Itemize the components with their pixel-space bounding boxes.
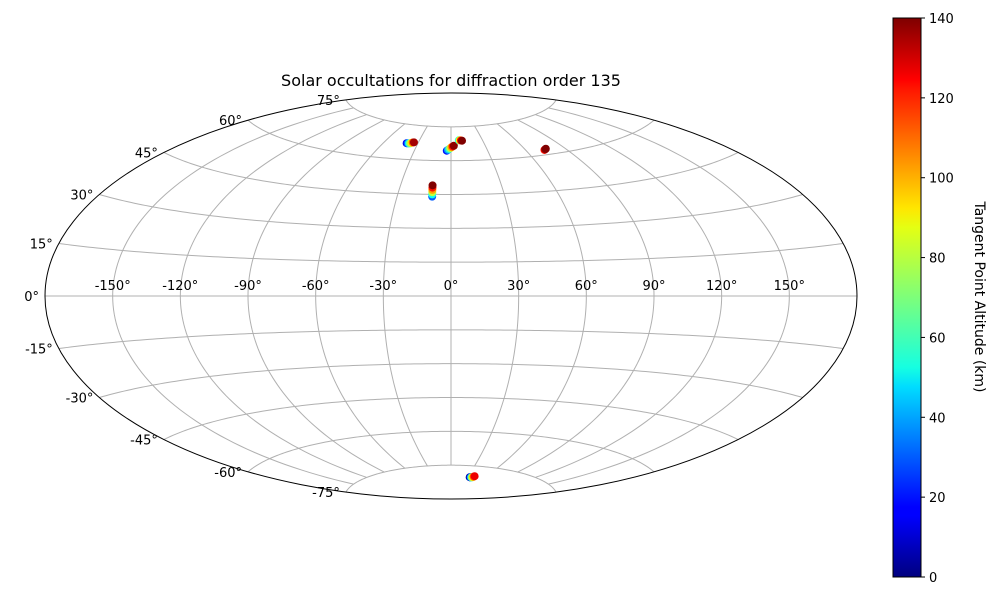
- grid-meridian: [496, 123, 587, 469]
- x-tick-label: 60°: [575, 279, 598, 294]
- grid-parallel: [345, 464, 557, 493]
- grid-meridian: [535, 114, 723, 478]
- colorbar-tick-label: 120: [929, 92, 954, 107]
- y-tick-label: 0°: [24, 290, 39, 305]
- colorbar-tick-label: 60: [929, 331, 946, 346]
- grid-meridian: [179, 114, 367, 478]
- colorbar-ticks: 0 20 40 60 80 100 120 140: [921, 12, 954, 586]
- y-tick-label: 75°: [317, 94, 340, 109]
- grid-meridian: [112, 107, 354, 485]
- x-tick-label: 90°: [642, 279, 665, 294]
- y-tick-label: -75°: [312, 486, 340, 501]
- data-point: [449, 141, 458, 150]
- y-tick-label: 60°: [219, 114, 242, 129]
- colorbar-tick-label: 40: [929, 411, 946, 426]
- map-frame: [44, 92, 858, 500]
- x-tick-label: 0°: [444, 279, 459, 294]
- y-tick-label: 15°: [30, 238, 53, 253]
- x-tick-label: -30°: [369, 279, 397, 294]
- colorbar-tick-label: 20: [929, 491, 946, 506]
- colorbar-tick-label: 140: [929, 12, 954, 27]
- data-points: [402, 136, 550, 482]
- chart-grid: [45, 99, 857, 493]
- x-tick-labels: -150° -120° -90° -60° -30° 0° 30° 60° 90° 120° 150…: [95, 279, 805, 294]
- y-tick-label: -15°: [25, 343, 53, 358]
- y-tick-label: -45°: [130, 434, 158, 449]
- data-point: [409, 138, 418, 147]
- x-tick-label: 120°: [706, 279, 737, 294]
- y-tick-label: 30°: [70, 189, 93, 204]
- data-point: [541, 144, 550, 153]
- colorbar: 0 20 40 60 80 100 120 140 Tangent Point Altitud…: [892, 12, 987, 586]
- colorbar-label: Tangent Point Altitude (km): [971, 200, 987, 392]
- y-tick-label: 45°: [135, 147, 158, 162]
- x-tick-label: -150°: [95, 279, 131, 294]
- grid-meridian: [548, 107, 790, 485]
- map-boundary: [44, 92, 858, 500]
- data-point: [458, 136, 467, 145]
- grid-meridian: [247, 119, 385, 473]
- grid-parallel: [345, 99, 557, 128]
- x-tick-label: 150°: [774, 279, 805, 294]
- colorbar-tick-label: 80: [929, 252, 946, 267]
- grid-meridian: [315, 123, 406, 469]
- x-tick-label: -60°: [302, 279, 330, 294]
- colorbar-tick-label: 0: [929, 571, 937, 586]
- x-tick-label: 30°: [507, 279, 530, 294]
- colorbar-tick-label: 100: [929, 172, 954, 187]
- chart-title: Solar occultations for diffraction order…: [281, 71, 621, 90]
- colorbar-gradient: [892, 17, 922, 578]
- grid-meridian: [474, 125, 520, 467]
- data-point: [470, 472, 479, 481]
- grid-meridian: [517, 119, 655, 473]
- x-tick-label: -90°: [234, 279, 262, 294]
- data-point: [428, 181, 437, 190]
- y-tick-label: -60°: [214, 466, 242, 481]
- y-tick-label: -30°: [66, 392, 94, 407]
- y-tick-labels: 75° 60° 45° 30° 15° 0° -15° -30° -45° -60° -75°: [24, 94, 340, 501]
- grid-meridian: [382, 125, 428, 467]
- x-tick-label: -120°: [162, 279, 198, 294]
